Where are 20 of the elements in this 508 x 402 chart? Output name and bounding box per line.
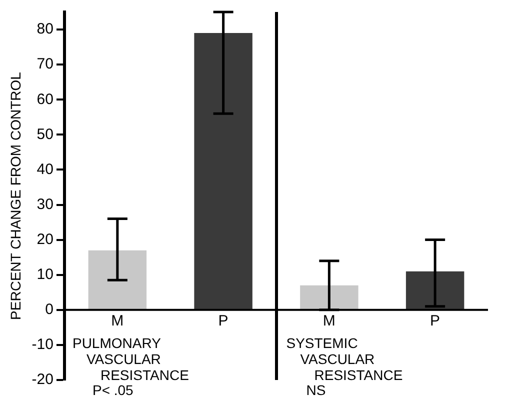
x-tick-label: M (111, 312, 124, 330)
x-tick-label: M (322, 312, 336, 330)
y-tick-label: 70 (36, 56, 54, 73)
x-tick-label: P (430, 312, 440, 330)
text: NS (306, 382, 326, 398)
y-tick-label: 0 (45, 301, 54, 318)
text: P< .05 (92, 382, 134, 398)
y-tick-label: 80 (36, 20, 54, 38)
y-tick-label: -10 (32, 336, 54, 354)
y-tick-label: 40 (36, 160, 54, 178)
annotation: PULMONARY VASCULAR RESISTANCE (72, 334, 189, 383)
y-axis-title: PERCENT CHANGE FROM CONTROL (7, 72, 24, 320)
y-tick-label: 50 (36, 126, 54, 143)
y-tick-label: 20 (36, 230, 54, 248)
annotation: SYSTEMIC VASCULAR RESISTANCE (286, 334, 403, 383)
y-tick-label: 30 (36, 196, 54, 213)
y-tick-label: 10 (36, 266, 54, 283)
y-tick-label: -20 (32, 371, 54, 388)
y-tick-label: 60 (36, 90, 54, 108)
x-tick-label: P (218, 312, 228, 330)
